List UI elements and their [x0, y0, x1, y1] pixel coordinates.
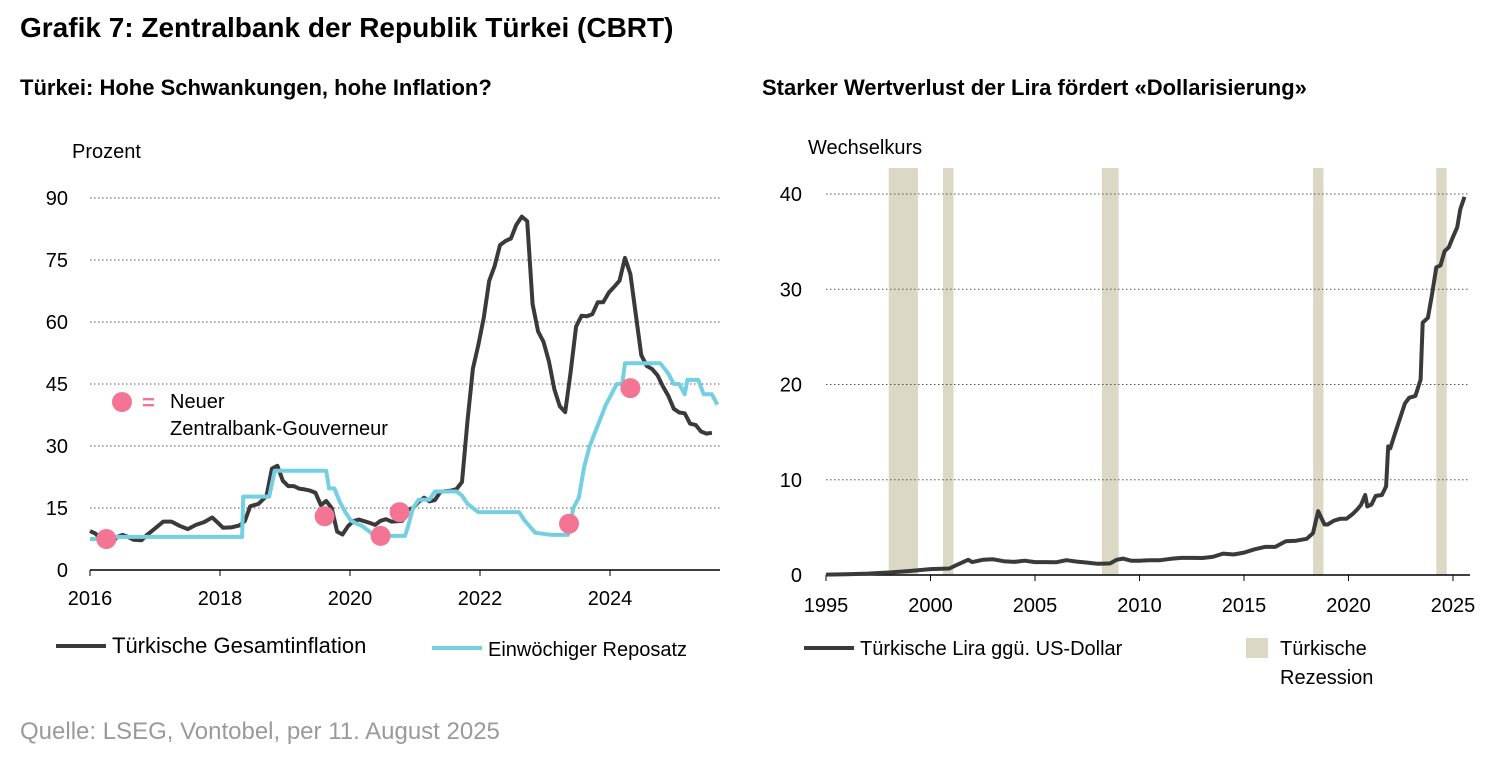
- right-x-tick-label: 2015: [1222, 595, 1267, 617]
- right-x-tick-label: 1995: [804, 595, 849, 617]
- left-chart-title: Türkei: Hohe Schwankungen, hohe Inflatio…: [20, 75, 492, 100]
- left-y-tick-label: 60: [46, 312, 68, 334]
- right-chart-title: Starker Wertverlust der Lira fördert «Do…: [762, 75, 1307, 100]
- left-y-tick-label: 0: [57, 560, 68, 582]
- left-y-tick-label: 75: [46, 250, 68, 272]
- left-x-tick-label: 2016: [68, 588, 113, 610]
- governor-change-marker: [370, 525, 391, 546]
- inflation-line: [89, 214, 713, 545]
- governor-change-marker: [96, 529, 117, 549]
- right-x-tick-label: 2000: [908, 595, 953, 617]
- annotation-marker-icon: [112, 392, 132, 412]
- right-y-tick-label: 40: [780, 184, 802, 206]
- governor-change-marker: [559, 513, 580, 534]
- repo-rate-line: [90, 361, 720, 541]
- legend-recession-label-line2: Rezession: [1280, 667, 1373, 689]
- left-x-tick-label: 2018: [198, 588, 243, 610]
- right-y-tick-label: 20: [780, 375, 802, 397]
- left-x-tick-label: 2024: [588, 588, 633, 610]
- recession-band: [888, 168, 918, 575]
- recession-band: [943, 168, 954, 575]
- legend-lira-label: Türkische Lira ggü. US-Dollar: [860, 638, 1123, 660]
- left-y-tick-label: 30: [46, 436, 68, 458]
- right-x-tick-label: 2025: [1431, 595, 1476, 617]
- governor-change-marker: [389, 502, 410, 523]
- right-y-tick-label: 0: [791, 565, 802, 587]
- governor-change-marker: [314, 506, 335, 527]
- left-y-tick-label: 90: [46, 188, 68, 210]
- left-x-tick-label: 2020: [328, 588, 373, 610]
- left-x-tick-label: 2022: [458, 588, 503, 610]
- main-title: Grafik 7: Zentralbank der Republik Türke…: [20, 12, 674, 43]
- right-y-tick-label: 10: [780, 470, 802, 492]
- annotation-text-line1: Neuer: [170, 391, 225, 413]
- source-note: Quelle: LSEG, Vontobel, per 11. August 2…: [20, 718, 500, 745]
- left-y-tick-label: 45: [46, 374, 68, 396]
- left-y-axis-label: Prozent: [72, 141, 141, 163]
- annotation-text-line2: Zentralbank-Gouverneur: [170, 418, 388, 440]
- right-x-tick-label: 2020: [1326, 595, 1371, 617]
- recession-band: [1436, 168, 1447, 575]
- recession-band: [1101, 168, 1119, 575]
- governor-change-marker: [620, 378, 641, 399]
- legend-recession-swatch: [1246, 638, 1268, 658]
- annotation-equals: =: [142, 390, 155, 415]
- right-x-tick-label: 2005: [1013, 595, 1058, 617]
- lira-exchange-rate-line: [825, 196, 1467, 577]
- left-y-tick-label: 15: [46, 498, 68, 520]
- legend-repo-label: Einwöchiger Reposatz: [488, 639, 687, 661]
- legend-inflation-label: Türkische Gesamtinflation: [112, 633, 366, 658]
- recession-band: [1312, 168, 1324, 575]
- right-y-tick-label: 30: [780, 279, 802, 301]
- right-y-axis-label: Wechselkurs: [808, 137, 922, 159]
- right-x-tick-label: 2010: [1117, 595, 1162, 617]
- legend-recession-label-line1: Türkische: [1280, 638, 1367, 660]
